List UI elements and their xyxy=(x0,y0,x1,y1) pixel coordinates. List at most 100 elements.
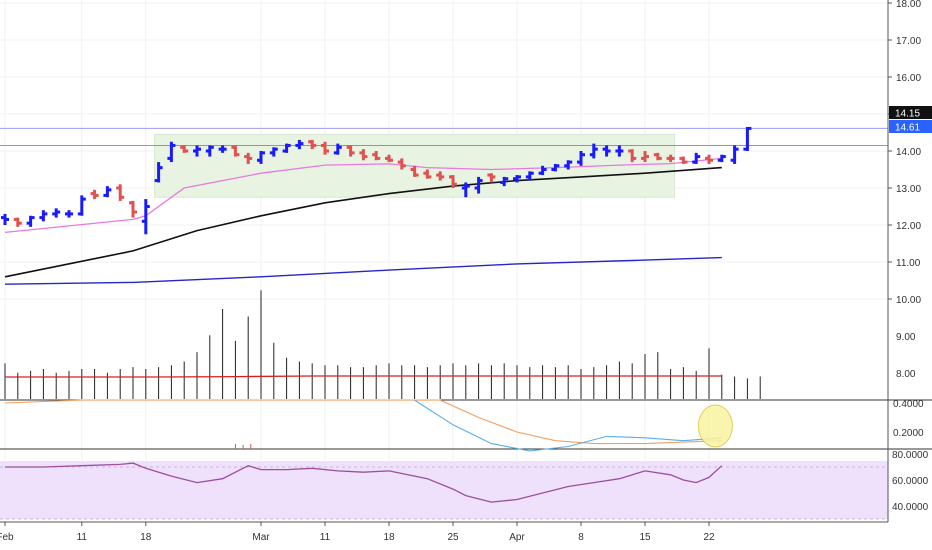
ohlc-bar xyxy=(116,184,125,201)
price-bars-layer xyxy=(1,126,752,235)
ohlc-bar xyxy=(615,145,624,157)
ohlc-bar xyxy=(308,139,317,150)
ohlc-bar xyxy=(333,143,342,155)
ohlc-bar xyxy=(282,143,291,153)
ohlc-bar xyxy=(410,165,419,177)
ohlc-bar xyxy=(513,175,521,183)
price-tick-label: 14.00 xyxy=(896,147,921,158)
ohlc-bar xyxy=(205,145,214,157)
ohlc-bar xyxy=(500,176,509,187)
ohlc-bar xyxy=(218,145,227,153)
rsi-layer xyxy=(0,461,888,520)
time-tick-label: 15 xyxy=(639,532,651,543)
ohlc-bar xyxy=(641,151,649,163)
last-price-badge xyxy=(889,106,932,119)
ohlc-bar xyxy=(717,154,726,163)
ohlc-bar xyxy=(346,145,355,157)
time-tick-label: 18 xyxy=(140,532,152,543)
volume-tick-label: 9.00 xyxy=(896,332,916,343)
rsi-band xyxy=(0,461,888,519)
ohlc-bar xyxy=(359,149,368,161)
ohlc-bar xyxy=(269,147,278,157)
ohlc-bar xyxy=(193,145,201,157)
price-tick-label: 12.00 xyxy=(896,221,921,232)
ohlc-bar xyxy=(295,139,304,150)
price-tick-label: 10.00 xyxy=(896,295,921,306)
ohlc-bar xyxy=(39,210,48,222)
rsi-tick-label: 60.0000 xyxy=(892,476,929,487)
time-tick-label: Mar xyxy=(252,532,270,543)
price-tick-label: 17.00 xyxy=(896,36,921,47)
highlight-circle xyxy=(697,404,733,448)
price-tick-label: 13.00 xyxy=(896,184,921,195)
ohlc-bar xyxy=(666,154,675,163)
ohlc-bar xyxy=(525,171,534,181)
ohlc-bar xyxy=(551,163,560,172)
ohlc-bar xyxy=(180,145,189,153)
time-tick-label: 25 xyxy=(447,532,459,543)
price-axis[interactable]: 10.0011.0012.0013.0014.0015.0016.0017.00… xyxy=(887,0,932,522)
ohlc-bar xyxy=(52,208,61,218)
chart-grid xyxy=(0,0,932,522)
indicator-fast-line xyxy=(414,399,722,452)
ohlc-bar xyxy=(231,145,240,157)
ohlc-bar xyxy=(154,162,163,183)
ohlc-bar xyxy=(564,160,573,170)
ohlc-bar xyxy=(321,141,329,155)
price-tick-label: 16.00 xyxy=(896,73,921,84)
ohlc-bar xyxy=(26,215,35,227)
time-tick-label: 8 xyxy=(578,532,584,543)
time-tick-label: 18 xyxy=(383,532,395,543)
ohlc-bar xyxy=(602,145,611,157)
last-price-badge xyxy=(889,120,932,133)
indicator-layer xyxy=(4,399,733,452)
time-tick-label: 11 xyxy=(320,532,331,543)
ohlc-bar xyxy=(244,152,253,164)
ohlc-bar xyxy=(65,210,73,218)
last-price-label: 14.15 xyxy=(895,109,920,120)
rsi-tick-label: 80.0000 xyxy=(892,450,929,461)
indicator-slow-line xyxy=(4,399,722,445)
last-price-label: 14.61 xyxy=(895,123,920,134)
ma-mid-line xyxy=(4,166,722,278)
indicator-tick-label: 0.2000 xyxy=(893,428,924,439)
ohlc-bar xyxy=(679,156,688,164)
ohlc-bar xyxy=(385,154,393,163)
ohlc-bar xyxy=(692,152,701,164)
ohlc-bar xyxy=(1,213,9,225)
ohlc-bar xyxy=(77,195,86,216)
ohlc-bar xyxy=(577,151,585,166)
time-tick-label: 22 xyxy=(703,532,715,543)
volume-layer xyxy=(4,290,761,399)
ohlc-bar xyxy=(423,169,432,179)
ohlc-bar xyxy=(103,186,112,198)
time-axis[interactable]: Feb 11 18 Mar 11 18 25 Apr 8 15 22 xyxy=(0,521,888,543)
ohlc-bar xyxy=(129,200,137,218)
time-tick-label: Apr xyxy=(509,532,525,543)
time-tick-label: 11 xyxy=(77,532,88,543)
ohlc-bar xyxy=(628,149,637,163)
ohlc-bar xyxy=(730,145,739,164)
rsi-tick-label: 40.0000 xyxy=(892,502,929,513)
rsi-line xyxy=(5,462,723,503)
indicator-tick-label: 0.4000 xyxy=(893,399,924,410)
ohlc-bar xyxy=(90,189,99,200)
ohlc-bar xyxy=(141,199,150,235)
ohlc-bar xyxy=(538,165,547,176)
ohlc-bar xyxy=(743,126,752,151)
volume-tick-label: 8.00 xyxy=(896,369,916,380)
ma-slow-line xyxy=(4,256,722,285)
ohlc-bar xyxy=(487,173,496,183)
ohlc-bar xyxy=(461,182,470,198)
ohlc-bar xyxy=(705,154,713,164)
price-tick-label: 18.00 xyxy=(896,0,921,10)
volume-ma-line xyxy=(5,375,722,378)
ohlc-bar xyxy=(13,217,22,227)
ohlc-bar xyxy=(257,151,265,164)
ohlc-bar xyxy=(653,152,662,161)
ohlc-bar xyxy=(397,158,406,170)
ohlc-bar xyxy=(589,143,598,159)
ohlc-bar xyxy=(436,171,445,181)
ohlc-bar xyxy=(474,176,483,194)
